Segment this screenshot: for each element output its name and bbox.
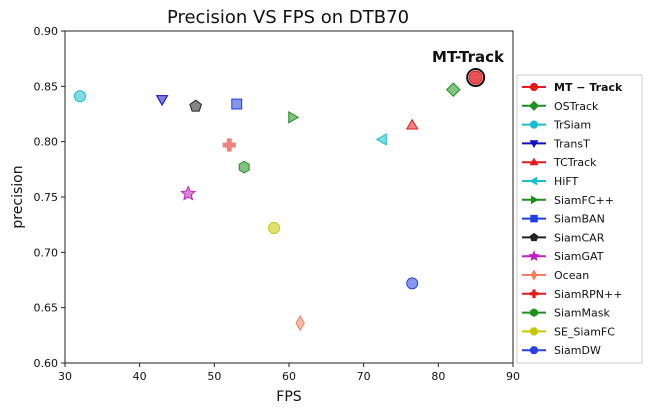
legend-marker-siamgat (528, 250, 540, 262)
data-point-siamban (231, 98, 243, 110)
y-tick-label: 0.90 (34, 25, 59, 38)
annotation-label: MT-Track (432, 48, 505, 66)
legend-label-siamban: SiamBAN (554, 213, 605, 226)
data-point-siammask (238, 160, 250, 174)
legend-marker-trsiam (529, 120, 539, 129)
x-tick-label: 50 (207, 370, 221, 383)
y-tick-label: 0.60 (34, 357, 59, 370)
y-tick-label: 0.65 (34, 302, 59, 315)
legend-label-tctrack: TCTrack (553, 156, 597, 169)
x-tick-label: 70 (357, 370, 371, 383)
legend-label-ocean: Ocean (554, 269, 589, 282)
legend-marker-siamfc (530, 195, 539, 205)
x-axis-label: FPS (276, 389, 301, 405)
data-point-siamdw (406, 277, 419, 290)
legend-marker-tctrack (529, 157, 539, 166)
data-point-siamcar (189, 99, 203, 112)
legend-marker-siamban (530, 214, 538, 223)
legend-label-siamrpn: SiamRPN++ (554, 288, 622, 301)
legend-marker-siammask (530, 308, 538, 317)
legend-marker-siamcar (529, 232, 539, 242)
legend-marker-siamrpn (529, 289, 539, 299)
y-tick-label: 0.75 (34, 191, 59, 204)
data-point-siamfc (288, 110, 300, 124)
y-tick-label: 0.80 (34, 136, 59, 149)
chart-title: Precision VS FPS on DTB70 (167, 7, 409, 28)
legend-label-siamdw: SiamDW (554, 344, 601, 357)
x-tick-label: 80 (431, 370, 445, 383)
x-tick-label: 90 (506, 370, 520, 383)
legend-marker-mt-track (529, 82, 539, 92)
x-tick-label: 30 (58, 370, 72, 383)
plot-area (64, 30, 514, 364)
legend-marker-transt (529, 140, 539, 148)
data-marks (73, 67, 486, 332)
legend-label-siamgat: SiamGAT (554, 250, 604, 263)
x-tick-label: 40 (133, 370, 147, 383)
data-point-siamgat (180, 185, 197, 201)
data-point-transt (155, 95, 169, 107)
x-tick-label: 60 (282, 370, 296, 383)
highlight-ring (466, 67, 486, 87)
legend-marker-siamdw (529, 346, 539, 355)
legend-label-trsiam: TrSiam (553, 119, 591, 132)
legend: MT − Track OSTrack TrSiam TransT TCTrack HiFT… (516, 74, 643, 364)
legend-label-siamfc: SiamFC++ (554, 194, 614, 207)
axis-ticks: 30 40 50 60 70 80 90 0.60 0.65 0.70 0.75 0.80 0.85 0.… (34, 25, 521, 383)
data-point-mt-track (468, 70, 483, 85)
data-point-ocean (295, 315, 305, 332)
legend-label-ostrack: OSTrack (554, 100, 599, 113)
y-tick-label: 0.85 (34, 80, 59, 93)
y-tick-label: 0.70 (34, 246, 59, 259)
data-point-se-siamfc (268, 222, 280, 234)
data-point-ostrack (445, 82, 461, 97)
data-point-tctrack (405, 118, 419, 130)
legend-label-siammask: SiamMask (554, 307, 610, 320)
legend-label-mt-track: MT − Track (554, 81, 623, 94)
data-point-siamrpn (222, 138, 236, 152)
legend-marker-hift (529, 176, 538, 186)
legend-label-hift: HiFT (554, 175, 578, 188)
data-point-trsiam (73, 90, 86, 103)
legend-label-se-siamfc: SE_SiamFC (554, 325, 615, 338)
legend-marker-se-siamfc (530, 327, 538, 336)
legend-marker-ocean (530, 269, 538, 281)
legend-marker-ostrack (528, 100, 540, 111)
y-axis-label: precision (10, 165, 26, 228)
legend-label-transt: TransT (553, 137, 590, 150)
legend-label-siamcar: SiamCAR (554, 231, 605, 244)
data-point-hift (375, 133, 387, 146)
